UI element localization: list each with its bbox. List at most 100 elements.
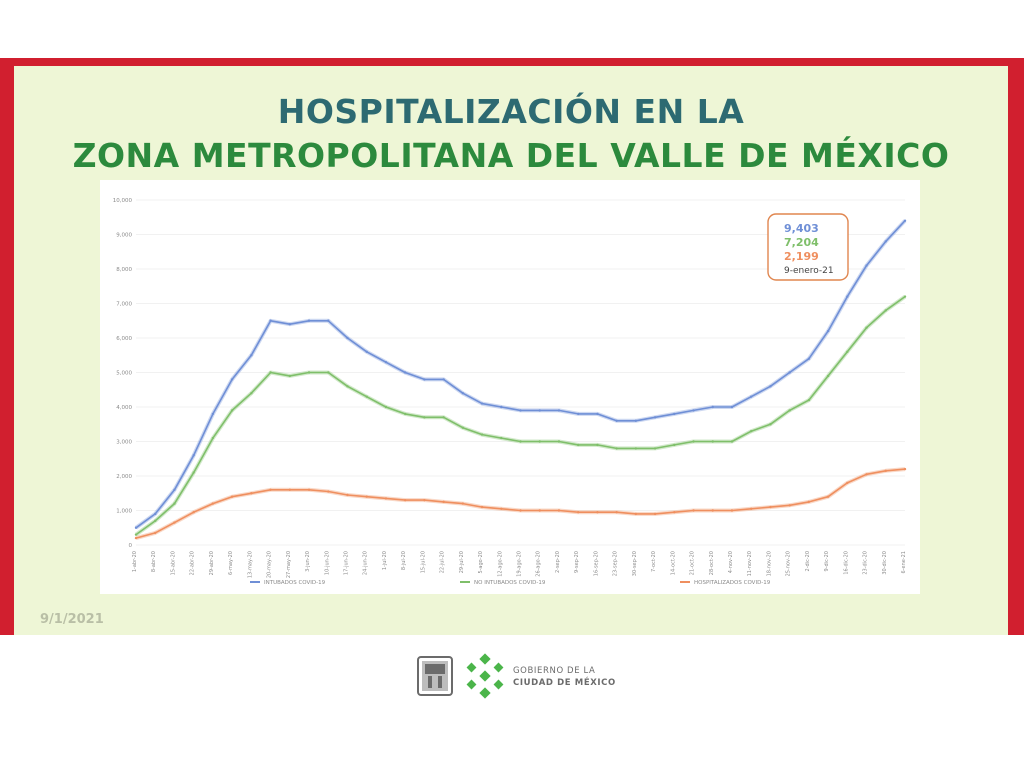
- data-point: [230, 409, 234, 412]
- x-tick-label: 11-nov-20: [747, 551, 753, 576]
- x-tick-label: 7-oct-20: [651, 551, 657, 572]
- data-point: [576, 412, 580, 416]
- data-point: [903, 467, 907, 471]
- data-point: [769, 505, 772, 509]
- data-point: [173, 521, 176, 524]
- data-point: [211, 502, 215, 505]
- data-point: [807, 500, 811, 504]
- x-tick-label: 23-sep-20: [613, 551, 619, 576]
- data-point: [846, 350, 849, 353]
- data-point: [307, 371, 311, 374]
- x-tick-label: 30-dic-20: [882, 551, 888, 575]
- data-point: [384, 360, 388, 364]
- x-tick-label: 8-jul-20: [401, 551, 407, 570]
- x-tick-label: 1-abr-20: [132, 551, 138, 572]
- data-point: [192, 471, 195, 474]
- data-point: [403, 412, 407, 416]
- data-point: [173, 502, 176, 505]
- data-point: [442, 500, 445, 504]
- x-tick-label: 17-jun-20: [343, 551, 349, 575]
- data-point: [673, 443, 676, 447]
- data-point: [826, 374, 830, 378]
- data-point: [423, 498, 426, 502]
- data-point: [538, 409, 541, 412]
- x-tick-label: 26-ago-20: [536, 551, 542, 577]
- org-name-line-2: CIUDAD DE MÉXICO: [513, 678, 616, 688]
- data-point: [384, 405, 388, 409]
- data-point: [288, 374, 291, 378]
- data-point: [884, 309, 887, 312]
- data-point: [230, 378, 234, 381]
- legend-label: HOSPITALIZADOS COVID-19: [694, 580, 771, 586]
- annotation-value: 2,199: [784, 250, 819, 263]
- data-point: [826, 329, 830, 333]
- data-point: [576, 511, 580, 514]
- data-point: [634, 447, 638, 450]
- data-point: [711, 509, 714, 512]
- data-point: [557, 509, 561, 512]
- y-tick-label: 10,000: [113, 198, 133, 204]
- data-point: [365, 395, 368, 398]
- x-tick-label: 8-abr-20: [151, 551, 157, 572]
- data-point: [750, 395, 753, 398]
- data-point: [327, 319, 330, 322]
- x-tick-label: 10-jun-20: [324, 551, 330, 575]
- data-point: [250, 392, 253, 395]
- data-point: [692, 509, 695, 512]
- y-tick-label: 3,000: [116, 440, 132, 446]
- date-stamp: 9/1/2021: [40, 612, 104, 627]
- data-point: [750, 507, 753, 510]
- x-tick-label: 14-oct-20: [670, 551, 676, 575]
- data-point: [788, 409, 791, 412]
- data-point: [346, 385, 349, 388]
- series-line-halo: [135, 467, 906, 541]
- data-point: [519, 440, 522, 443]
- x-tick-label: 24-jun-20: [363, 551, 369, 575]
- data-point: [211, 436, 215, 440]
- data-point: [519, 409, 522, 412]
- data-point: [711, 405, 714, 409]
- data-point: [269, 371, 272, 374]
- data-point: [461, 502, 465, 505]
- x-tick-label: 30-sep-20: [632, 551, 638, 576]
- data-point: [154, 531, 157, 535]
- x-tick-label: 6-may-20: [228, 551, 234, 575]
- data-point: [250, 492, 253, 495]
- data-point: [826, 495, 830, 498]
- data-point: [865, 264, 868, 267]
- data-point: [480, 505, 484, 509]
- series-line: [135, 295, 906, 536]
- data-point: [442, 416, 445, 419]
- data-point: [634, 419, 638, 422]
- data-point: [327, 371, 330, 374]
- data-point: [134, 533, 138, 536]
- data-point: [134, 526, 138, 529]
- data-point: [807, 398, 811, 402]
- x-tick-label: 16-sep-20: [593, 551, 599, 576]
- data-point: [807, 357, 811, 360]
- data-point: [769, 385, 772, 388]
- x-tick-label: 2-dic-20: [805, 551, 811, 571]
- data-point: [692, 440, 695, 443]
- data-point: [730, 405, 734, 409]
- data-point: [596, 412, 599, 416]
- x-tick-label: 15-jul-20: [420, 551, 426, 573]
- data-point: [846, 481, 849, 485]
- data-point: [865, 473, 868, 476]
- x-tick-label: 29-jul-20: [459, 551, 465, 573]
- data-point: [576, 443, 580, 447]
- cdmx-logo-icon: [466, 653, 504, 699]
- legend-label: INTUBADOS COVID-19: [264, 580, 326, 586]
- data-point: [711, 440, 714, 443]
- x-tick-label: 5-ago-20: [478, 551, 484, 574]
- data-point: [788, 504, 791, 507]
- data-point: [615, 419, 618, 422]
- data-point: [788, 371, 791, 374]
- footer: GOBIERNO DE LA CIUDAD DE MÉXICO: [0, 635, 1024, 767]
- y-tick-label: 9,000: [116, 233, 132, 239]
- data-point: [769, 423, 772, 426]
- data-point: [480, 433, 484, 436]
- data-point: [846, 295, 849, 298]
- x-tick-label: 9-sep-20: [574, 551, 580, 573]
- x-tick-label: 19-ago-20: [517, 551, 523, 577]
